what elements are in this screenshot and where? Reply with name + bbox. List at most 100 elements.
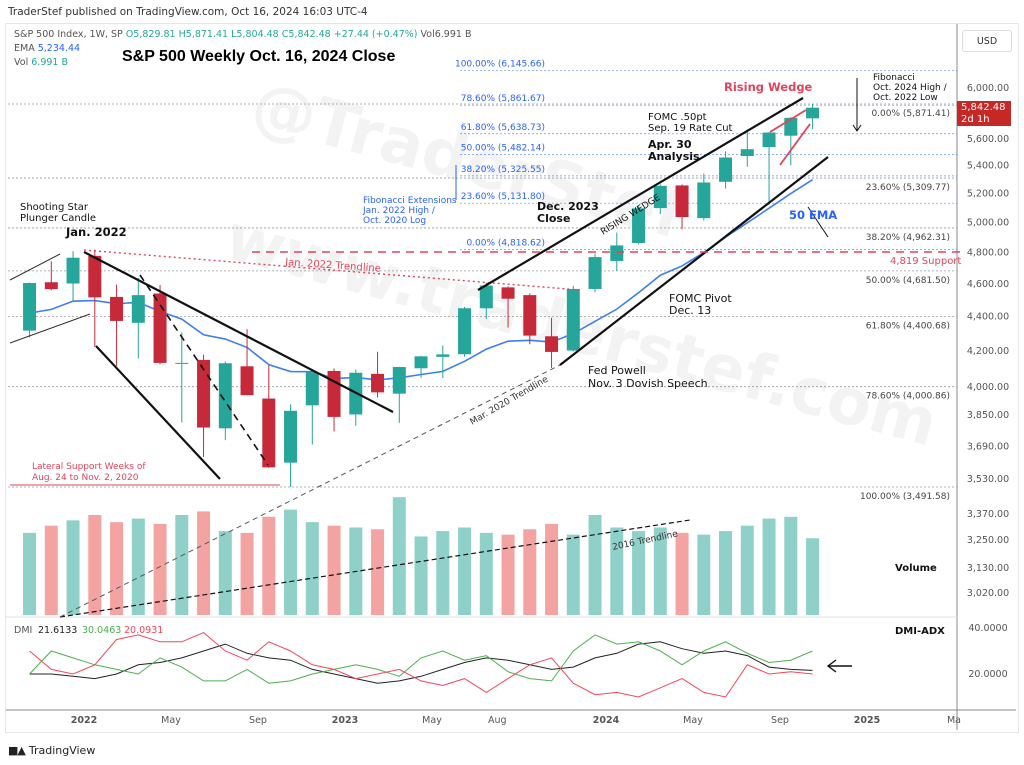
price-axis-tick: 4,200.00: [967, 346, 1009, 357]
lower-axis-tick: 3,250.00: [967, 535, 1009, 546]
volume-bar: [436, 531, 450, 615]
close-value: C5,842.48: [281, 29, 331, 40]
fib-arrow-head: [852, 124, 862, 132]
volume-bar: [305, 522, 319, 615]
volume-bar: [414, 536, 428, 615]
dmi-legend-plus-di: 30.0463: [82, 625, 121, 636]
price-axis-tick: 4,400.00: [967, 312, 1009, 323]
apr-30-label-2: Analysis: [648, 150, 700, 163]
fib-ext-title-3: Oct. 2020 Log: [363, 216, 426, 226]
volume-bar: [653, 527, 667, 615]
volume-bar: [110, 522, 124, 615]
volume-bar: [588, 515, 602, 615]
dmi-axis-tick: 40.0000: [968, 623, 1007, 634]
shooting-star-label: Shooting Star: [20, 202, 89, 213]
bar-countdown: 2d 1h: [961, 114, 990, 125]
mini-wedge-upper: [769, 109, 807, 133]
footer-brand[interactable]: TradingView: [28, 744, 96, 757]
fib-retracement-label: 78.60% (4,000.86): [866, 392, 950, 402]
fib-extension-label: 0.00% (4,818.62): [466, 239, 545, 249]
price-axis-tick: 3,530.00: [967, 474, 1009, 485]
rising-wedge-label: Rising Wedge: [724, 80, 813, 94]
ema-label[interactable]: EMA: [14, 43, 35, 54]
candle-body: [23, 283, 37, 331]
chart-title: S&P 500 Weekly Oct. 16, 2024 Close: [122, 48, 396, 65]
candles: [23, 104, 820, 487]
left-channel-lower: [9, 313, 91, 344]
candle-body: [414, 356, 428, 369]
candle-body: [719, 157, 733, 182]
price-axis-tick: 3,690.00: [967, 441, 1009, 452]
candle-body: [131, 295, 145, 323]
low-value: L5,804.48: [231, 29, 279, 40]
fib-extension-label: 50.00% (5,482.14): [461, 144, 545, 154]
fib-ext-title-2: Jan. 2022 High /: [362, 206, 436, 216]
candle-body: [392, 367, 406, 394]
candle-body: [632, 208, 646, 243]
rising-wedge-upper-line: [477, 97, 804, 291]
candle-body: [153, 293, 167, 363]
lateral-support-label: Lateral Support Weeks of: [32, 462, 146, 472]
rising-wedge-lower-line: [559, 156, 829, 366]
plus-di-line: [29, 634, 813, 684]
volume-bar: [675, 532, 689, 615]
trendline-2016: [59, 519, 691, 618]
tradingview-logo-icon: ■▲: [8, 744, 26, 757]
fib-extension-label: 38.20% (5,325.55): [461, 165, 545, 175]
price-axis-tick: 5,400.00: [967, 161, 1009, 172]
candle-body: [371, 373, 385, 393]
candle-body: [566, 288, 580, 351]
lower-axis-tick: 3,020.00: [967, 588, 1009, 599]
candle-body: [458, 308, 472, 355]
symbol-name[interactable]: S&P 500 Index, 1W, SP: [14, 29, 123, 40]
left-channel-upper: [9, 253, 61, 281]
trendlines: [9, 78, 965, 673]
candle-body: [479, 285, 493, 309]
candle-body: [762, 132, 776, 148]
chart-frame: [5, 23, 1019, 733]
fomc-pivot-label-2: Dec. 13: [669, 304, 711, 317]
mar-2020-trendline-label: Mar. 2020 Trendline: [469, 374, 551, 427]
fomc-pivot-label: FOMC Pivot: [669, 292, 732, 305]
dmi-legend-name: DMI: [14, 625, 32, 636]
apr-30-label: Apr. 30: [648, 138, 692, 151]
volume-bar: [610, 527, 624, 615]
price-axis-tick: 4,800.00: [967, 247, 1009, 258]
volume-bar: [153, 523, 167, 615]
candle-body: [66, 257, 80, 284]
volume-bar: [284, 509, 298, 615]
volume-bar: [88, 515, 102, 615]
candle-body: [501, 287, 515, 299]
change-value: +27.44 (+0.47%): [333, 29, 418, 40]
mar-2020-trendline: [59, 364, 561, 618]
candle-body: [305, 372, 319, 406]
candle-body: [44, 282, 58, 290]
time-axis-tick: May: [161, 715, 181, 726]
volume-bar: [806, 538, 820, 615]
fib-retracement-label: 100.00% (3,491.58): [860, 492, 950, 502]
time-axis-tick: 2023: [332, 715, 358, 726]
candle-body: [284, 410, 298, 463]
publisher-line: TraderStef published on TradingView.com,…: [8, 6, 368, 18]
fib-retracement-label: 38.20% (4,962.31): [866, 233, 950, 243]
fib-extension-label: 61.80% (5,638.73): [461, 123, 545, 133]
fib-ret-title-3: Oct. 2022 Low: [873, 93, 938, 103]
price-axis-tick: 4,000.00: [967, 382, 1009, 393]
price-axis-tick: 5,000.00: [967, 217, 1009, 228]
candle-body: [327, 370, 341, 417]
volume-pane-label: Volume: [895, 563, 937, 574]
fib-retracement-label: 50.00% (4,681.50): [866, 276, 950, 286]
candle-body: [436, 354, 450, 357]
time-axis-tick: Sep: [249, 715, 267, 726]
candle-body: [110, 296, 124, 321]
lateral-support-label-2: Aug. 24 to Nov. 2, 2020: [32, 473, 139, 483]
volume-bar: [44, 525, 58, 615]
vol-label[interactable]: Vol: [14, 57, 29, 68]
currency-button[interactable]: USD: [962, 30, 1012, 52]
volume-bar: [458, 527, 472, 615]
ema-value: 5,234.44: [37, 43, 81, 54]
fib-ret-title: Fibonacci: [873, 73, 915, 83]
time-axis-tick: 2025: [854, 715, 880, 726]
dec-2023-label-2: Close: [537, 212, 570, 225]
